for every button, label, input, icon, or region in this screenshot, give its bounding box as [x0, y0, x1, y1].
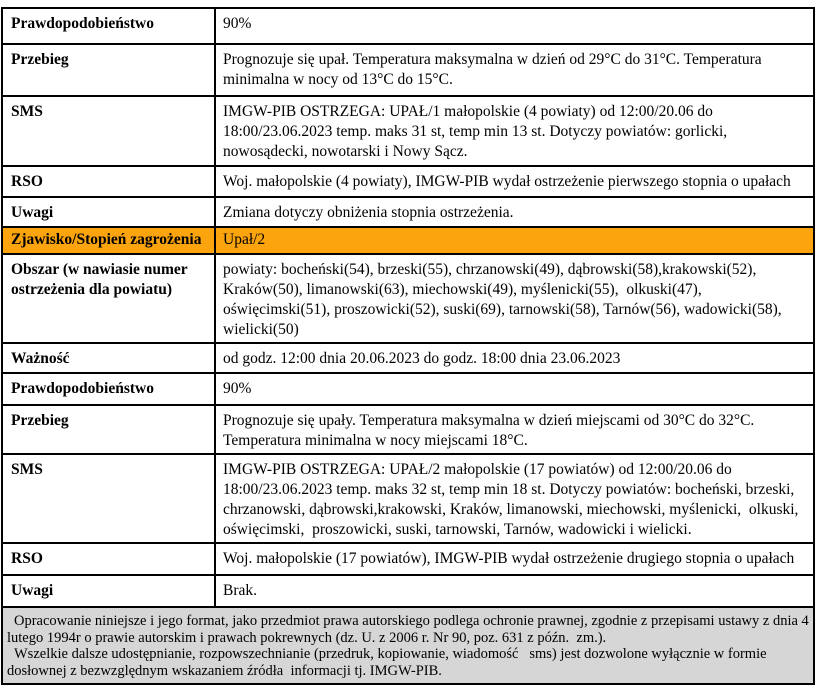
row-value: 90% — [223, 15, 252, 32]
row-probability-1: Prawdopodobieństwo 90% — [3, 9, 813, 45]
row-validity: Ważność od godz. 12:00 dnia 20.06.2023 d… — [3, 344, 813, 374]
row-value: Prognozuje się upał. Temperatura maksyma… — [223, 51, 766, 88]
row-value: od godz. 12:00 dnia 20.06.2023 do godz. … — [223, 350, 621, 367]
row-value: Upał/2 — [223, 231, 266, 248]
row-value: Woj. małopolskie (4 powiaty), IMGW-PIB w… — [223, 173, 791, 190]
row-rso-2: RSO Woj. małopolskie (17 powiatów), IMGW… — [3, 544, 813, 576]
row-label: Uwagi — [3, 198, 216, 226]
row-course-2: Przebieg Prognozuje się upały. Temperatu… — [3, 406, 813, 455]
row-value: Prognozuje się upały. Temperatura maksym… — [223, 412, 758, 449]
row-rso-1: RSO Woj. małopolskie (4 powiaty), IMGW-P… — [3, 167, 813, 198]
row-phenomenon-level: Zjawisko/Stopień zagrożenia Upał/2 — [3, 228, 813, 255]
row-label: Przebieg — [3, 45, 216, 95]
row-notes-2: Uwagi Brak. — [3, 576, 813, 608]
row-value: 90% — [223, 380, 252, 397]
row-label: Prawdopodobieństwo — [3, 374, 216, 404]
row-sms-1: SMS IMGW-PIB OSTRZEGA: UPAŁ/1 małopolski… — [3, 97, 813, 167]
row-course-1: Przebieg Prognozuje się upał. Temperatur… — [3, 45, 813, 97]
row-label: Przebieg — [3, 406, 216, 453]
row-value: IMGW-PIB OSTRZEGA: UPAŁ/1 małopolskie (4… — [223, 103, 732, 160]
row-value: Woj. małopolskie (17 powiatów), IMGW-PIB… — [223, 550, 795, 567]
copyright-footer: Opracowanie niniejsze i jego format, jak… — [3, 608, 813, 683]
row-probability-2: Prawdopodobieństwo 90% — [3, 374, 813, 406]
warning-table: Prawdopodobieństwo 90% Przebieg Prognozu… — [1, 7, 815, 685]
copyright-paragraph-1: Opracowanie niniejsze i jego format, jak… — [7, 613, 813, 646]
row-area: Obszar (w nawiasie numer ostrzeżenia dla… — [3, 255, 813, 344]
row-sms-2: SMS IMGW-PIB OSTRZEGA: UPAŁ/2 małopolski… — [3, 455, 813, 544]
row-label: RSO — [3, 167, 216, 196]
row-value: Zmiana dotyczy obniżenia stopnia ostrzeż… — [223, 204, 514, 221]
row-notes-1: Uwagi Zmiana dotyczy obniżenia stopnia o… — [3, 198, 813, 228]
row-value: powiaty: bocheński(54), brzeski(55), chr… — [223, 261, 786, 338]
row-label: Zjawisko/Stopień zagrożenia — [3, 228, 216, 253]
row-label: RSO — [3, 544, 216, 574]
row-label: SMS — [3, 97, 216, 165]
row-label: Ważność — [3, 344, 216, 372]
row-label: Uwagi — [3, 576, 216, 606]
copyright-paragraph-2: Wszelkie dalsze udostępnianie, rozpowsze… — [7, 646, 771, 679]
row-value: Brak. — [223, 582, 258, 599]
row-label: SMS — [3, 455, 216, 542]
row-label: Obszar (w nawiasie numer ostrzeżenia dla… — [3, 255, 216, 342]
row-value: IMGW-PIB OSTRZEGA: UPAŁ/2 małopolskie (1… — [223, 461, 803, 538]
row-label: Prawdopodobieństwo — [3, 9, 216, 43]
